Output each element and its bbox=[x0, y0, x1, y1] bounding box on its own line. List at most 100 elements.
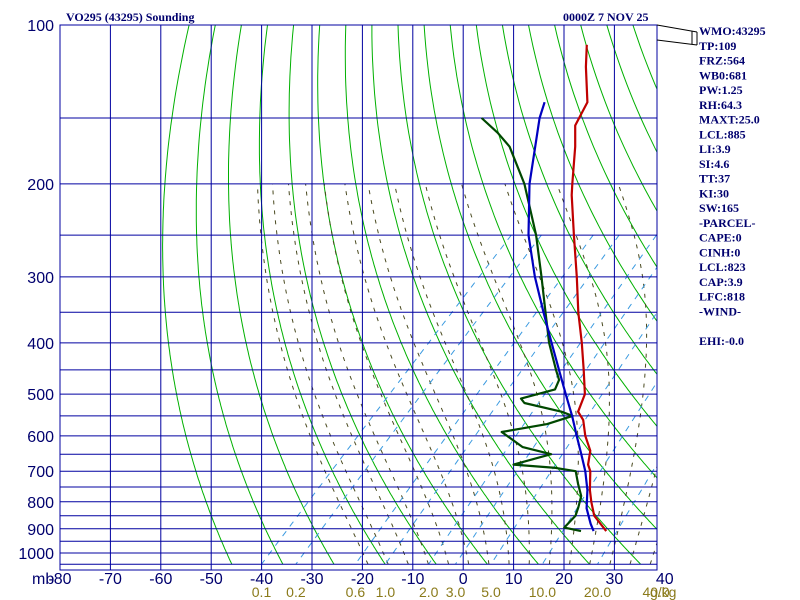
pressure-tick-label: 700 bbox=[27, 464, 54, 481]
dry-adiabat-line bbox=[397, 25, 641, 565]
index-value: TT:37 bbox=[699, 172, 730, 186]
moist-adiabats bbox=[257, 183, 657, 565]
temperature-tick-label: -60 bbox=[149, 571, 172, 588]
mixing-ratio-label: 0.6 bbox=[346, 584, 366, 600]
wind-barb-staff bbox=[656, 39, 698, 46]
dry-adiabat-line bbox=[554, 25, 657, 268]
dry-adiabat-line bbox=[501, 25, 657, 375]
dry-adiabat-line bbox=[449, 25, 657, 479]
temperature-tick-label: -50 bbox=[200, 571, 223, 588]
dry-adiabat-line bbox=[371, 25, 590, 565]
index-value: SW:165 bbox=[699, 201, 739, 215]
index-value: WB0:681 bbox=[699, 68, 747, 82]
moist-adiabat-line bbox=[257, 183, 369, 565]
mixing-ratio-line bbox=[295, 234, 542, 565]
moist-adiabat-line bbox=[424, 183, 530, 565]
mixing-ratio-label: 20.0 bbox=[584, 584, 611, 600]
index-value: RH:64.3 bbox=[699, 98, 742, 112]
dry-adiabat-line bbox=[580, 25, 657, 212]
moist-adiabat-line bbox=[461, 183, 553, 565]
mixing-ratio-line bbox=[597, 463, 657, 565]
mixing-ratio-line bbox=[384, 234, 620, 565]
dry-adiabat-line bbox=[317, 25, 488, 565]
mixing-ratio-label: 0.2 bbox=[286, 584, 306, 600]
temperature-profile-line bbox=[570, 44, 608, 532]
index-value: MAXT:25.0 bbox=[699, 113, 760, 127]
index-value: -PARCEL- bbox=[699, 216, 755, 230]
mixing-ratio-label: 40.0 bbox=[642, 584, 669, 600]
index-value: -WIND- bbox=[699, 304, 741, 318]
index-value: WMO:43295 bbox=[699, 24, 766, 38]
index-value: LCL:885 bbox=[699, 127, 746, 141]
dry-adiabat-line bbox=[528, 25, 657, 323]
dry-adiabat-line bbox=[737, 25, 800, 564]
mixing-ratio-label: 0.1 bbox=[252, 584, 272, 600]
dry-adiabat-line bbox=[344, 25, 539, 565]
moist-adiabat-line bbox=[272, 183, 389, 565]
mixing-ratio-line bbox=[354, 234, 594, 565]
temperature-tick-label: -30 bbox=[300, 571, 323, 588]
index-value: KI:30 bbox=[699, 186, 729, 200]
pressure-tick-label: 1000 bbox=[18, 546, 54, 563]
moist-adiabat-line bbox=[288, 183, 409, 565]
index-value: FRZ:564 bbox=[699, 54, 745, 68]
temperature-tick-label: -40 bbox=[250, 571, 273, 588]
station-title: VO295 (43295) Sounding bbox=[66, 10, 194, 24]
wind-barb bbox=[656, 24, 698, 46]
dry-adiabat-line bbox=[288, 25, 437, 565]
moist-adiabat-line bbox=[629, 464, 657, 565]
pressure-unit-label: mb bbox=[32, 571, 54, 588]
moist-adiabat-line bbox=[323, 183, 450, 565]
dry-adiabat-line bbox=[195, 25, 284, 565]
temperature-tick-label: -70 bbox=[99, 571, 122, 588]
moist-adiabat-line bbox=[305, 183, 429, 565]
index-value: TP:109 bbox=[699, 39, 736, 53]
temperature-tick-label: 0 bbox=[459, 571, 468, 588]
mixing-ratio-label: 2.0 bbox=[419, 584, 439, 600]
mixing-ratio-line bbox=[261, 234, 512, 565]
mixing-ratio-label: 10.0 bbox=[529, 584, 556, 600]
dry-adiabat-line bbox=[258, 25, 386, 565]
sounding-profiles bbox=[480, 44, 608, 533]
index-value: CINH:0 bbox=[699, 245, 740, 259]
dry-adiabat-line bbox=[764, 25, 800, 564]
pressure-tick-label: 100 bbox=[27, 18, 54, 35]
temperature-tick-label: 10 bbox=[505, 571, 523, 588]
mixing-ratio-label: 5.0 bbox=[481, 584, 501, 600]
observation-datetime: 0000Z 7 NOV 25 bbox=[563, 10, 648, 24]
moist-adiabat-line bbox=[609, 183, 648, 565]
plot-border bbox=[59, 24, 658, 571]
index-value: LI:3.9 bbox=[699, 142, 731, 156]
temperature-tick-label: -10 bbox=[401, 571, 424, 588]
index-value: LFC:818 bbox=[699, 290, 745, 304]
moist-adiabat-line bbox=[504, 183, 579, 565]
index-value: PW:1.25 bbox=[699, 83, 743, 97]
index-value: SI:4.6 bbox=[699, 157, 729, 171]
pressure-tick-label: 900 bbox=[27, 522, 54, 539]
moist-adiabat-line bbox=[367, 183, 490, 565]
plot-frame bbox=[59, 24, 658, 571]
wind-barb-staff bbox=[656, 24, 698, 33]
moist-adiabat-line bbox=[556, 183, 610, 565]
dry-adiabat-line bbox=[162, 25, 233, 565]
dry-adiabat-line bbox=[790, 25, 800, 564]
indices-panel: WMO:43295TP:109FRZ:564WB0:681PW:1.25RH:6… bbox=[699, 24, 766, 348]
mixing-ratio-label: 1.0 bbox=[376, 584, 396, 600]
temperature-tick-label: -80 bbox=[48, 571, 71, 588]
pressure-temperature-grid bbox=[60, 25, 657, 570]
mixing-ratio-label: 3.0 bbox=[446, 584, 466, 600]
index-value: CAP:3.9 bbox=[699, 275, 743, 289]
index-value: CAPE:0 bbox=[699, 231, 742, 245]
pressure-tick-label: 300 bbox=[27, 270, 54, 287]
temperature-tick-label: 40 bbox=[656, 571, 674, 588]
pressure-tick-label: 500 bbox=[27, 387, 54, 404]
temperature-tick-label: 20 bbox=[555, 571, 573, 588]
pressure-tick-label: 800 bbox=[27, 495, 54, 512]
mixing-ratio-unit-label: g/kg bbox=[650, 584, 676, 600]
index-value: LCL:823 bbox=[699, 260, 746, 274]
pressure-tick-label: 200 bbox=[27, 177, 54, 194]
pressure-tick-label: 400 bbox=[27, 336, 54, 353]
moist-adiabat-line bbox=[394, 183, 510, 565]
